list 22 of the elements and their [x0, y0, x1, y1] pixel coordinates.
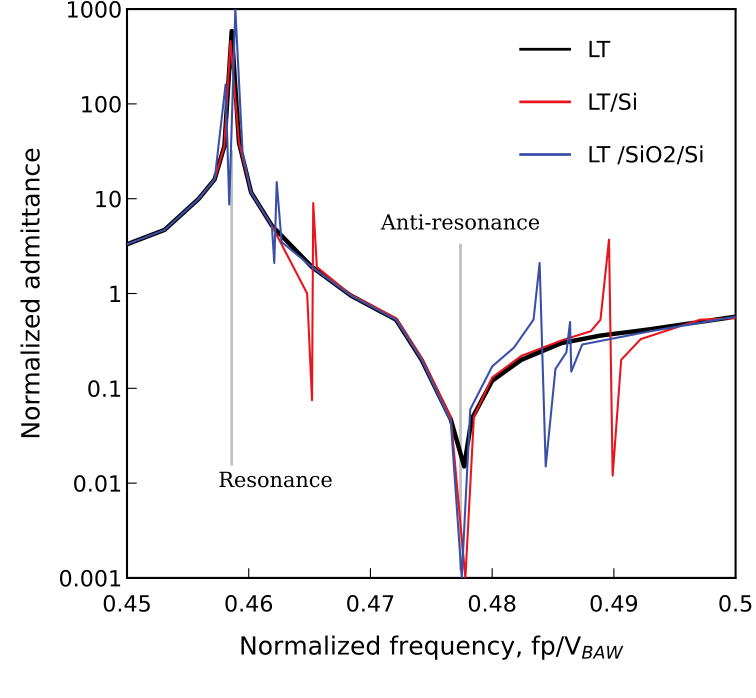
y-tick-label: 100 — [82, 96, 121, 113]
x-tick-label: 0.48 — [468, 595, 516, 612]
y-axis-title: Normalized admittance — [20, 148, 40, 438]
x-tick-label: 0.49 — [590, 595, 638, 612]
y-tick-label: 0.001 — [60, 570, 120, 587]
x-axis-title: Normalized frequency, fp/V$_{BAW}$ — [242, 636, 624, 660]
x-tick-label: 0.5 — [719, 595, 752, 612]
y-tick-label: 10 — [96, 190, 121, 208]
ref-line-label: Anti-resonance — [380, 214, 540, 230]
line-series — [198, 40, 736, 578]
legend-label: LT /SiO2/Si — [590, 145, 702, 164]
y-tick-label: 0.1 — [88, 380, 120, 398]
y-tick-label: 1 — [110, 286, 120, 302]
ref-line-label: Resonance — [219, 472, 332, 488]
x-tick-label: 0.45 — [104, 595, 150, 612]
y-tick-label: 0.01 — [74, 475, 120, 492]
x-tick-label: 0.46 — [225, 595, 272, 612]
legend-label: LT — [590, 40, 610, 58]
legend-label: LT/Si — [590, 92, 636, 112]
x-tick-label: 0.47 — [347, 595, 394, 612]
line-series — [127, 9, 736, 578]
y-tick-label: 1000 — [68, 1, 121, 18]
